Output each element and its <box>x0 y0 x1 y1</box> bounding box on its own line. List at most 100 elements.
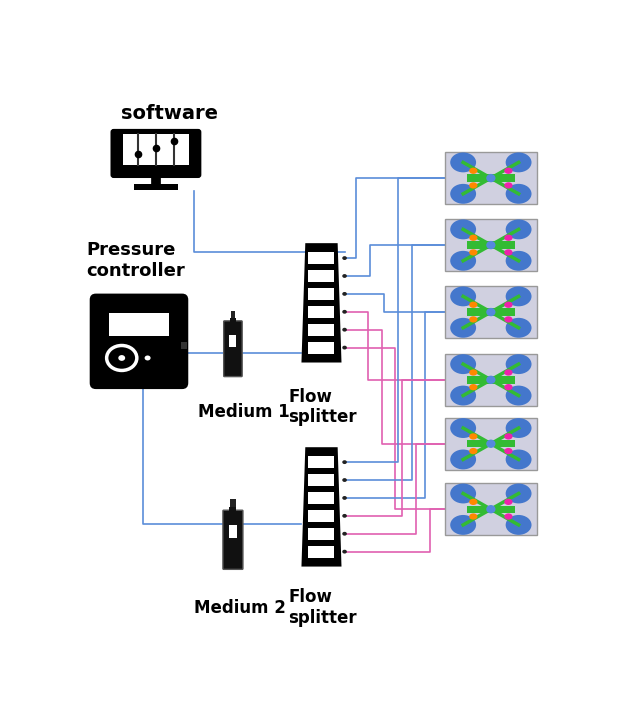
Ellipse shape <box>469 499 477 505</box>
Bar <box>230 318 236 321</box>
Ellipse shape <box>504 433 513 440</box>
Bar <box>308 288 334 300</box>
Bar <box>230 499 235 507</box>
Bar <box>308 528 334 539</box>
FancyBboxPatch shape <box>444 286 537 338</box>
Ellipse shape <box>450 515 476 535</box>
Ellipse shape <box>450 153 476 172</box>
Ellipse shape <box>342 496 347 500</box>
Text: Pressure
controller: Pressure controller <box>87 241 185 280</box>
Polygon shape <box>301 447 342 566</box>
Bar <box>308 324 334 336</box>
Ellipse shape <box>506 184 532 204</box>
Bar <box>230 335 236 347</box>
Ellipse shape <box>504 499 513 505</box>
Ellipse shape <box>506 286 532 306</box>
Ellipse shape <box>342 514 347 518</box>
FancyBboxPatch shape <box>223 321 242 377</box>
FancyBboxPatch shape <box>444 353 537 406</box>
Ellipse shape <box>504 513 513 520</box>
Bar <box>467 440 515 447</box>
Bar <box>308 456 334 468</box>
Ellipse shape <box>342 274 347 278</box>
Ellipse shape <box>450 354 476 374</box>
FancyBboxPatch shape <box>444 152 537 204</box>
Bar <box>308 270 334 282</box>
Bar <box>467 308 515 316</box>
Bar <box>181 342 187 350</box>
Ellipse shape <box>469 302 477 308</box>
Ellipse shape <box>450 318 476 338</box>
FancyBboxPatch shape <box>111 129 201 178</box>
Ellipse shape <box>469 433 477 440</box>
Bar <box>308 474 334 486</box>
Ellipse shape <box>506 354 532 374</box>
Ellipse shape <box>504 384 513 390</box>
Text: Flow
splitter: Flow splitter <box>288 387 357 426</box>
Ellipse shape <box>506 220 532 239</box>
Bar <box>467 505 515 513</box>
Ellipse shape <box>487 174 495 182</box>
FancyBboxPatch shape <box>223 510 243 569</box>
Ellipse shape <box>342 345 347 350</box>
Ellipse shape <box>342 256 347 260</box>
Polygon shape <box>301 243 342 363</box>
Bar <box>123 134 189 164</box>
Ellipse shape <box>506 251 532 270</box>
Ellipse shape <box>469 249 477 256</box>
Ellipse shape <box>487 505 495 513</box>
Ellipse shape <box>342 328 347 332</box>
Ellipse shape <box>469 182 477 188</box>
Bar <box>230 507 236 511</box>
Bar <box>229 526 237 538</box>
Ellipse shape <box>506 449 532 470</box>
Text: Flow
splitter: Flow splitter <box>288 587 357 627</box>
Ellipse shape <box>450 251 476 270</box>
Ellipse shape <box>450 483 476 503</box>
Ellipse shape <box>506 318 532 338</box>
Ellipse shape <box>145 356 150 361</box>
Ellipse shape <box>450 286 476 306</box>
Bar <box>467 174 515 182</box>
Ellipse shape <box>506 483 532 503</box>
Ellipse shape <box>504 182 513 188</box>
Bar <box>467 241 515 249</box>
Text: software: software <box>121 104 219 123</box>
Ellipse shape <box>342 550 347 553</box>
Ellipse shape <box>504 302 513 308</box>
Ellipse shape <box>342 460 347 464</box>
Ellipse shape <box>106 345 137 371</box>
Ellipse shape <box>450 418 476 438</box>
FancyBboxPatch shape <box>444 483 537 535</box>
Ellipse shape <box>506 385 532 406</box>
Ellipse shape <box>504 249 513 256</box>
Ellipse shape <box>487 440 495 448</box>
Ellipse shape <box>504 369 513 376</box>
Bar <box>308 492 334 504</box>
Bar <box>308 306 334 318</box>
FancyBboxPatch shape <box>444 417 537 470</box>
Bar <box>230 310 235 318</box>
Ellipse shape <box>450 449 476 470</box>
Ellipse shape <box>469 384 477 390</box>
Bar <box>308 342 334 353</box>
Ellipse shape <box>469 448 477 454</box>
Ellipse shape <box>469 369 477 376</box>
Ellipse shape <box>504 316 513 323</box>
Ellipse shape <box>487 308 495 316</box>
Bar <box>109 313 169 336</box>
Ellipse shape <box>504 235 513 241</box>
Ellipse shape <box>342 310 347 314</box>
Bar <box>308 510 334 522</box>
Ellipse shape <box>487 376 495 384</box>
Bar <box>467 376 515 384</box>
Ellipse shape <box>469 316 477 323</box>
Ellipse shape <box>118 355 125 361</box>
Ellipse shape <box>506 418 532 438</box>
FancyBboxPatch shape <box>444 219 537 271</box>
Ellipse shape <box>504 168 513 174</box>
Ellipse shape <box>342 292 347 296</box>
Bar <box>308 252 334 264</box>
Ellipse shape <box>487 241 495 249</box>
Ellipse shape <box>469 235 477 241</box>
